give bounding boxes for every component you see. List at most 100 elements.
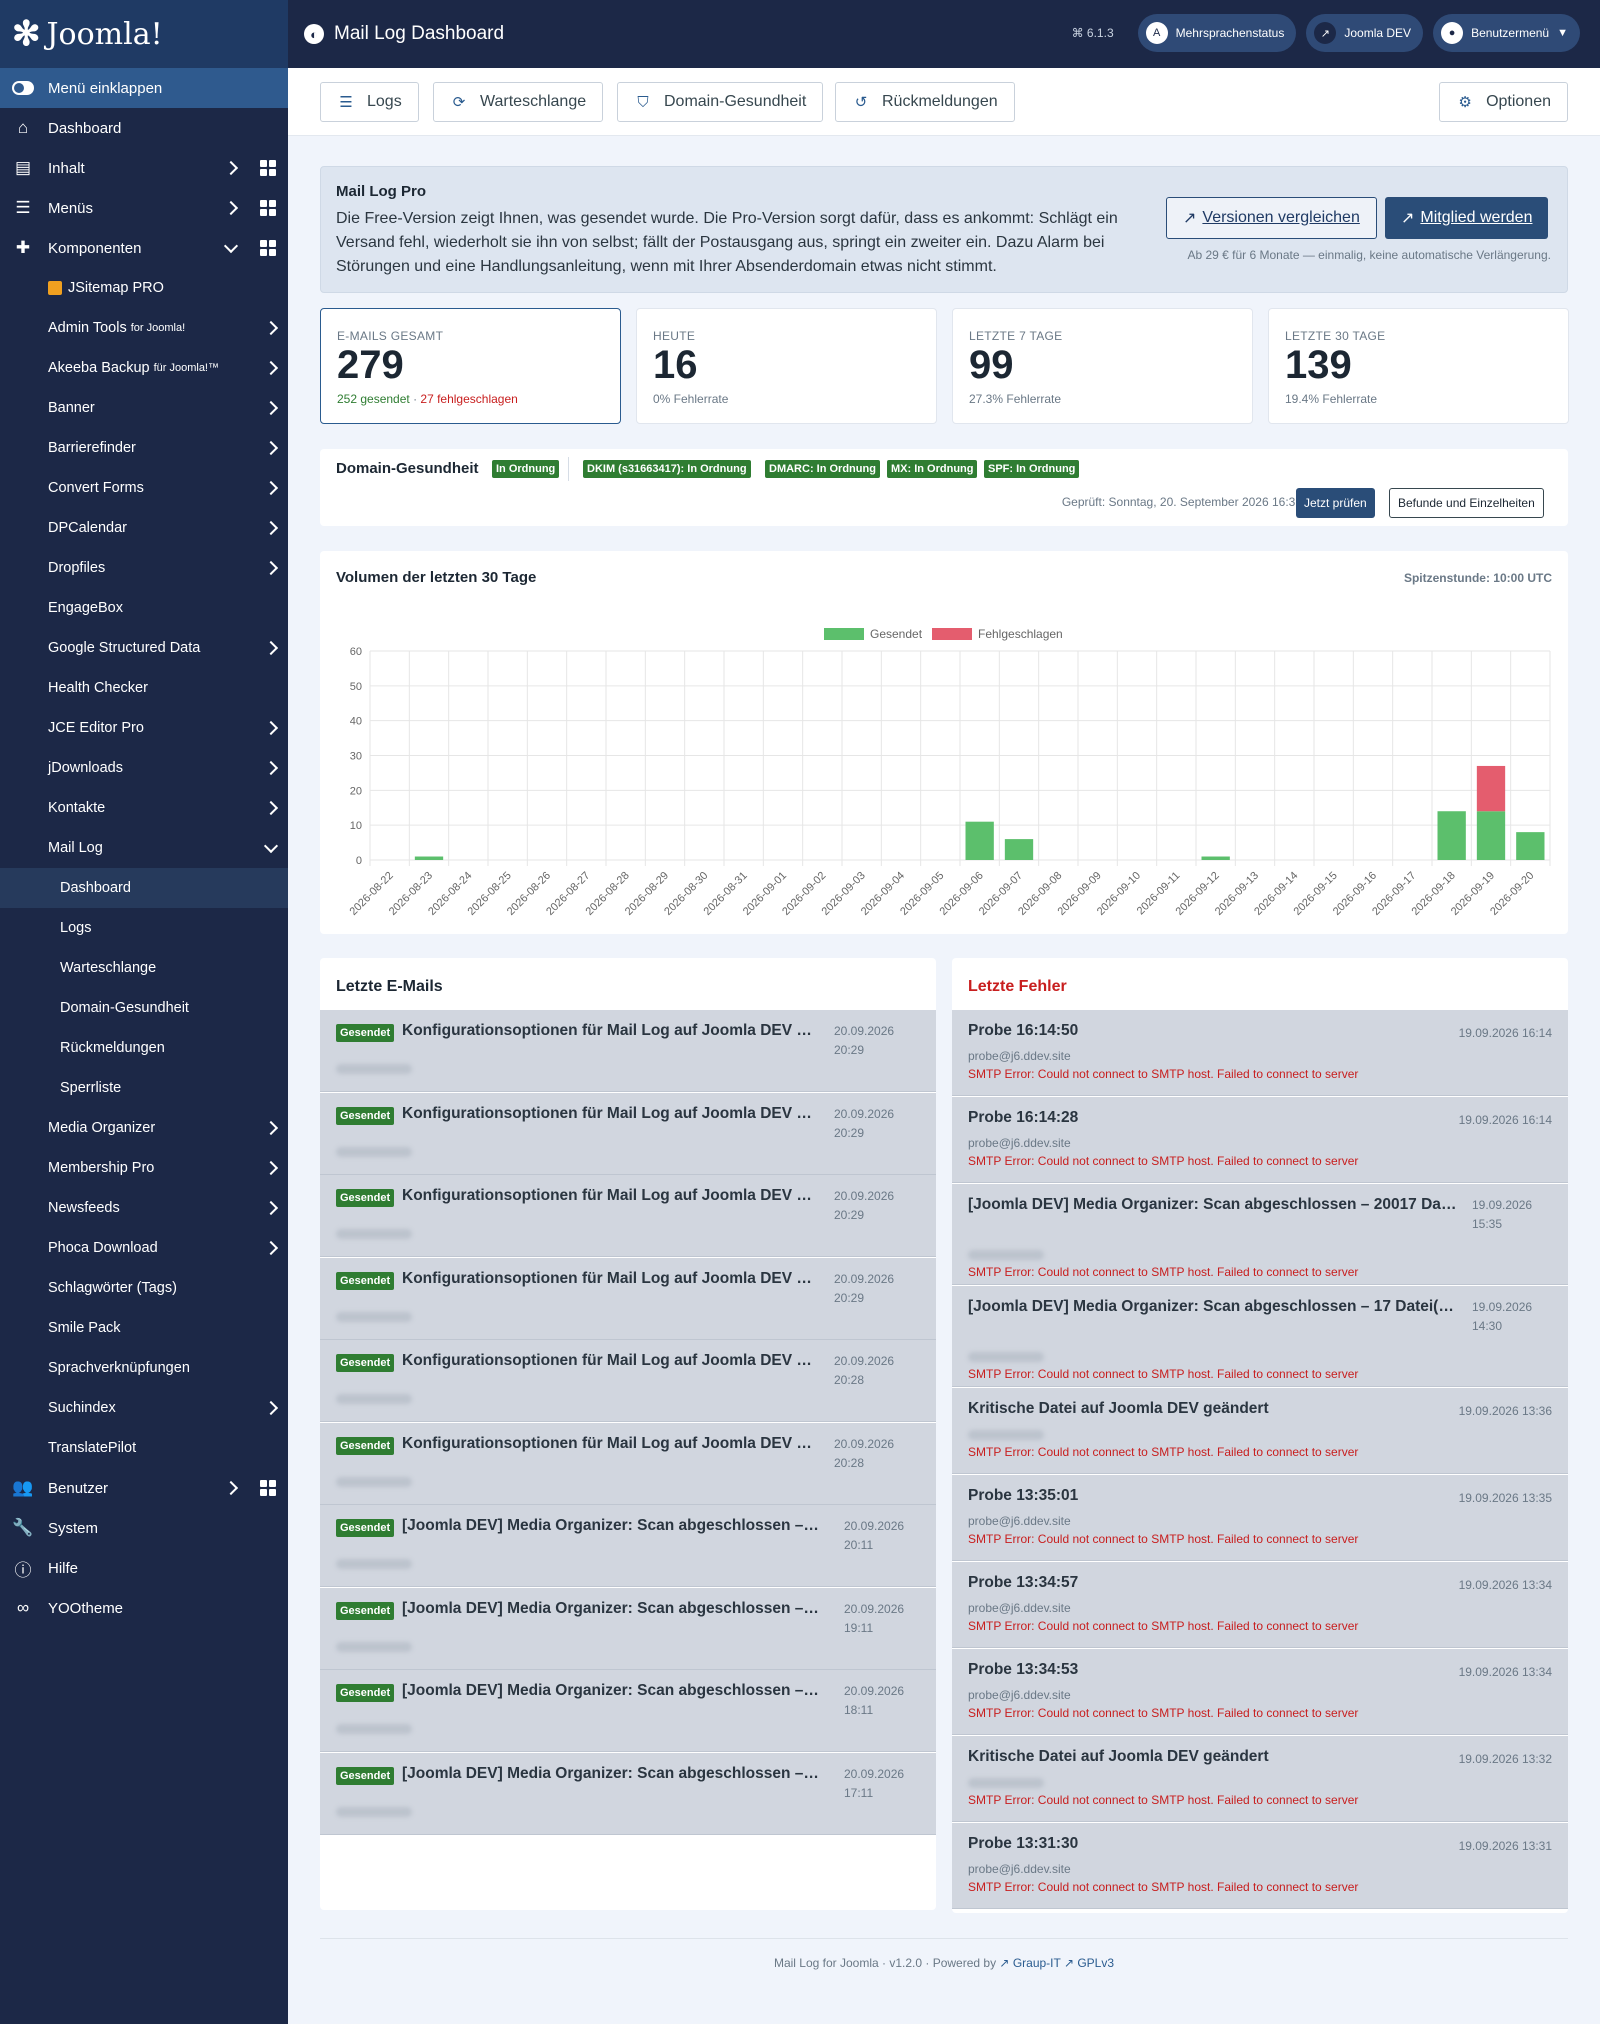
findings-details-button[interactable]: Befunde und Einzelheiten — [1389, 488, 1544, 518]
sidebar-item-newsfeeds[interactable]: Newsfeeds — [0, 1188, 288, 1228]
sidebar-item-health-checker[interactable]: Health Checker — [0, 668, 288, 708]
error-row[interactable]: Kritische Datei auf Joomla DEV geändert 1… — [952, 1736, 1568, 1822]
sidebar-item-barrierefinder[interactable]: Barrierefinder — [0, 428, 288, 468]
sidebar-item-translatepilot[interactable]: TranslatePilot — [0, 1428, 288, 1468]
error-subject: Probe 16:14:50 — [968, 1022, 1079, 1039]
sidebar-item-sprachverknüpfungen[interactable]: Sprachverknüpfungen — [0, 1348, 288, 1388]
email-row[interactable]: Gesendet Konfigurationsoptionen für Mail … — [320, 1010, 936, 1092]
sidebar-item-convert-forms[interactable]: Convert Forms — [0, 468, 288, 508]
error-row[interactable]: Probe 13:35:01 19.09.2026 13:35 probe@j6.d… — [952, 1475, 1568, 1561]
sidebar-item-label: Health Checker — [48, 680, 148, 696]
promo-text: Die Free-Version zeigt Ihnen, was gesend… — [336, 210, 1118, 275]
collapse-menu-button[interactable]: Menü einklappen — [0, 68, 288, 108]
error-message: SMTP Error: Could not connect to SMTP ho… — [968, 1367, 1359, 1381]
header-actions: ⌘ 6.1.3 A Mehrsprachenstatus ↗ Joomla DE… — [1072, 14, 1580, 52]
error-row[interactable]: [Joomla DEV] Media Organizer: Scan abges… — [952, 1286, 1568, 1387]
sidebar-item-sperrliste[interactable]: Sperrliste — [0, 1068, 288, 1108]
sidebar-item-akeeba-backup[interactable]: Akeeba Backup für Joomla!™ — [0, 348, 288, 388]
sidebar-item-dashboard[interactable]: Dashboard — [0, 868, 288, 908]
options-button[interactable]: ⚙ Optionen — [1439, 82, 1568, 122]
error-date-day: 19.09.2026 — [1472, 1300, 1533, 1314]
wrench-icon: 🔧 — [12, 1518, 34, 1537]
check-now-button[interactable]: Jetzt prüfen — [1296, 488, 1375, 518]
sent-badge: Gesendet — [336, 1601, 395, 1620]
logs-button[interactable]: ☰ Logs — [320, 82, 419, 122]
dashboard-grid-icon[interactable] — [260, 240, 276, 256]
sidebar-item-dropfiles[interactable]: Dropfiles — [0, 548, 288, 588]
email-row[interactable]: Gesendet [Joomla DEV] Media Organizer: Sc… — [320, 1505, 936, 1587]
email-date-time: 17:11 — [844, 1785, 874, 1800]
sidebar-item-admin-tools[interactable]: Admin Tools for Joomla! — [0, 308, 288, 348]
error-row[interactable]: Probe 13:31:30 19.09.2026 13:31 probe@j6.d… — [952, 1823, 1568, 1909]
error-row[interactable]: Probe 13:34:53 19.09.2026 13:34 probe@j6.d… — [952, 1649, 1568, 1735]
gpl-link[interactable]: ↗ GPLv3 — [1063, 1956, 1115, 1970]
multilang-status-button[interactable]: A Mehrsprachenstatus — [1137, 14, 1297, 52]
become-member-button[interactable]: ↗ Mitglied werden — [1385, 197, 1549, 239]
error-date: 19.09.2026 14:30 — [1472, 1298, 1532, 1336]
dashboard-grid-icon[interactable] — [260, 200, 276, 216]
sidebar-item-yootheme[interactable]: ∞ YOOtheme — [0, 1588, 288, 1628]
sidebar-item-phoca-download[interactable]: Phoca Download — [0, 1228, 288, 1268]
sidebar-item-media-organizer[interactable]: Media Organizer — [0, 1108, 288, 1148]
list-icon: ☰ — [15, 198, 31, 217]
sidebar-item-jdownloads[interactable]: jDownloads — [0, 748, 288, 788]
sidebar-item-inhalt[interactable]: ▤ Inhalt — [0, 148, 288, 188]
sidebar-item-system[interactable]: 🔧 System — [0, 1508, 288, 1548]
email-row[interactable]: Gesendet Konfigurationsoptionen für Mail … — [320, 1175, 936, 1257]
dashboard-grid-icon[interactable] — [260, 160, 276, 176]
recent-emails-title: Letzte E-Mails — [336, 978, 443, 995]
toggle-icon — [12, 77, 34, 99]
email-row[interactable]: Gesendet [Joomla DEV] Media Organizer: Sc… — [320, 1587, 936, 1670]
error-row[interactable]: Kritische Datei auf Joomla DEV geändert 1… — [952, 1388, 1568, 1474]
domain-health-button[interactable]: ⛉ Domain-Gesundheit — [617, 82, 824, 122]
graup-it-link[interactable]: ↗ Graup-IT — [999, 1956, 1061, 1970]
error-row[interactable]: Probe 13:34:57 19.09.2026 13:34 probe@j6.d… — [952, 1562, 1568, 1648]
email-row[interactable]: Gesendet Konfigurationsoptionen für Mail … — [320, 1257, 936, 1340]
recipient-address: probe@j6.ddev.site — [968, 1862, 1071, 1876]
legend-label: Fehlgeschlagen — [978, 627, 1063, 641]
peak-hour: Spitzenstunde: 10:00 UTC — [1403, 571, 1552, 585]
sidebar-item-label: JSitemap PRO — [68, 280, 164, 296]
sidebar-item-jsitemap-pro[interactable]: JSitemap PRO — [0, 268, 288, 308]
sidebar-item-logs[interactable]: Logs — [0, 908, 288, 948]
sidebar-item-domain-gesundheit[interactable]: Domain-Gesundheit — [0, 988, 288, 1028]
sidebar-item-kontakte[interactable]: Kontakte — [0, 788, 288, 828]
email-row[interactable]: Gesendet Konfigurationsoptionen für Mail … — [320, 1422, 936, 1505]
error-row[interactable]: Probe 16:14:50 19.09.2026 16:14 probe@j6.d… — [952, 1010, 1568, 1096]
sidebar-item-dashboard[interactable]: ⌂ Dashboard — [0, 108, 288, 148]
recipient-redacted — [336, 1229, 412, 1239]
sidebar-item-komponenten[interactable]: ✚ Komponenten — [0, 228, 288, 268]
sidebar-item-rückmeldungen[interactable]: Rückmeldungen — [0, 1028, 288, 1068]
compare-versions-button[interactable]: ↗ Versionen vergleichen — [1166, 197, 1377, 239]
user-menu-button[interactable]: ● Benutzermenü ▼ — [1433, 14, 1580, 52]
email-row[interactable]: Gesendet [Joomla DEV] Media Organizer: Sc… — [320, 1670, 936, 1752]
stat-label: HEUTE — [653, 329, 696, 343]
queue-button[interactable]: ⟳ Warteschlange — [433, 82, 604, 122]
sidebar-item-jce-editor-pro[interactable]: JCE Editor Pro — [0, 708, 288, 748]
stat-value: 16 — [653, 343, 698, 387]
site-link-button[interactable]: ↗ Joomla DEV — [1306, 14, 1424, 52]
sidebar-item-warteschlange[interactable]: Warteschlange — [0, 948, 288, 988]
sidebar-item-dpcalendar[interactable]: DPCalendar — [0, 508, 288, 548]
error-row[interactable]: [Joomla DEV] Media Organizer: Scan abges… — [952, 1184, 1568, 1285]
dashboard-grid-icon[interactable] — [260, 1480, 276, 1496]
sidebar-item-mail-log[interactable]: Mail Log — [0, 828, 288, 868]
sidebar-item-smile-pack[interactable]: Smile Pack — [0, 1308, 288, 1348]
sidebar-item-banner[interactable]: Banner — [0, 388, 288, 428]
feedback-button[interactable]: ↺ Rückmeldungen — [835, 82, 1015, 122]
error-row[interactable]: Probe 16:14:28 19.09.2026 16:14 probe@j6.d… — [952, 1097, 1568, 1183]
sidebar-item-hilfe[interactable]: ⓘ Hilfe — [0, 1548, 288, 1588]
sidebar-item-benutzer[interactable]: 👥 Benutzer — [0, 1468, 288, 1508]
sidebar-item-schlagwörter-tags[interactable]: Schlagwörter (Tags) — [0, 1268, 288, 1308]
email-row[interactable]: Gesendet Konfigurationsoptionen für Mail … — [320, 1092, 936, 1175]
sidebar-item-engagebox[interactable]: EngageBox — [0, 588, 288, 628]
sidebar-item-menüs[interactable]: ☰ Menüs — [0, 188, 288, 228]
email-date: 20.09.2026 19:11 — [844, 1600, 904, 1638]
sidebar-item-google-structured-data[interactable]: Google Structured Data — [0, 628, 288, 668]
email-row[interactable]: Gesendet [Joomla DEV] Media Organizer: Sc… — [320, 1752, 936, 1835]
sidebar-item-suchindex[interactable]: Suchindex — [0, 1388, 288, 1428]
sidebar-item-membership-pro[interactable]: Membership Pro — [0, 1148, 288, 1188]
error-date: 19.09.2026 13:34 — [1458, 1578, 1552, 1592]
email-row[interactable]: Gesendet Konfigurationsoptionen für Mail … — [320, 1340, 936, 1422]
joomla-logo[interactable]: ✻ Joomla! — [0, 0, 288, 68]
